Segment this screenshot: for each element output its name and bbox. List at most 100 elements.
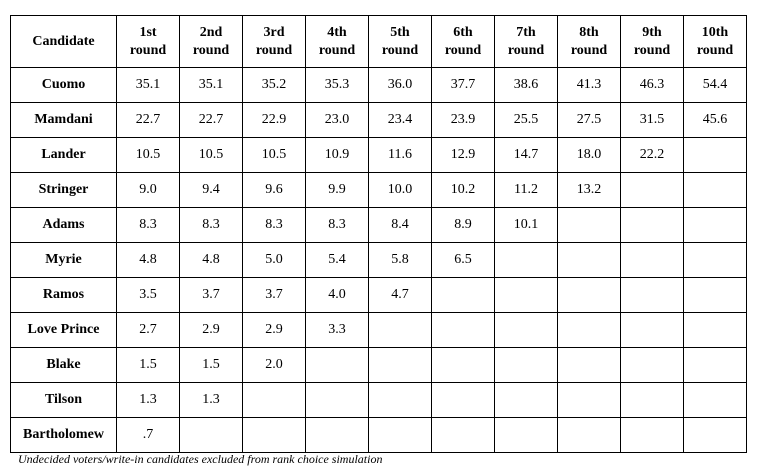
empty-cell <box>620 312 684 348</box>
header-text: Candidate <box>32 33 95 49</box>
value-cell: 18.0 <box>557 137 621 173</box>
empty-cell <box>431 382 495 418</box>
empty-cell <box>431 417 495 453</box>
table-row: Stringer 9.0 9.4 9.6 9.9 10.0 10.2 11.2 13.2 <box>10 172 747 208</box>
value-cell: 38.6 <box>494 67 558 103</box>
empty-cell <box>683 382 747 418</box>
empty-cell <box>620 242 684 278</box>
value-cell: 37.7 <box>431 67 495 103</box>
empty-cell <box>557 277 621 313</box>
empty-cell <box>494 242 558 278</box>
empty-cell <box>683 207 747 243</box>
header-cell: 9th round <box>620 15 684 68</box>
footnote: Undecided voters/write-in candidates exc… <box>18 452 383 466</box>
empty-cell <box>620 207 684 243</box>
value-cell: 1.3 <box>116 382 180 418</box>
value-cell: 45.6 <box>683 102 747 138</box>
results-table: Candidate 1st round 2nd round 3rd round 4th … <box>10 15 747 453</box>
header-cell: 7th round <box>494 15 558 68</box>
empty-cell <box>305 417 369 453</box>
value-cell: 23.4 <box>368 102 432 138</box>
empty-cell <box>242 417 306 453</box>
header-cell: 10th round <box>683 15 747 68</box>
empty-cell <box>683 137 747 173</box>
value-cell: 10.0 <box>368 172 432 208</box>
header-text: 6th round <box>444 24 482 58</box>
value-cell: 6.5 <box>431 242 495 278</box>
value-cell: 31.5 <box>620 102 684 138</box>
table-container: Candidate 1st round 2nd round 3rd round 4th … <box>10 15 747 453</box>
value-cell: 35.1 <box>116 67 180 103</box>
empty-cell <box>368 417 432 453</box>
candidate-name: Love Prince <box>10 312 117 348</box>
value-cell: 8.3 <box>305 207 369 243</box>
table-row: Tilson 1.3 1.3 <box>10 382 747 418</box>
value-cell: 22.2 <box>620 137 684 173</box>
value-cell: 4.7 <box>368 277 432 313</box>
empty-cell <box>431 312 495 348</box>
empty-cell <box>557 207 621 243</box>
value-cell: 9.9 <box>305 172 369 208</box>
header-text: 3rd round <box>255 24 293 58</box>
header-cell: 5th round <box>368 15 432 68</box>
candidate-name: Tilson <box>10 382 117 418</box>
table-row: Lander 10.5 10.5 10.5 10.9 11.6 12.9 14.7 18.0 22… <box>10 137 747 173</box>
value-cell: 2.9 <box>242 312 306 348</box>
value-cell: 10.5 <box>116 137 180 173</box>
value-cell: 11.2 <box>494 172 558 208</box>
value-cell: 22.7 <box>116 102 180 138</box>
empty-cell <box>557 382 621 418</box>
table-row: Adams 8.3 8.3 8.3 8.3 8.4 8.9 10.1 <box>10 207 747 243</box>
empty-cell <box>683 172 747 208</box>
candidate-name: Blake <box>10 347 117 383</box>
value-cell: 54.4 <box>683 67 747 103</box>
value-cell: 23.9 <box>431 102 495 138</box>
table-row: Cuomo 35.1 35.1 35.2 35.3 36.0 37.7 38.6 41.3 46.… <box>10 67 747 103</box>
header-cell: 6th round <box>431 15 495 68</box>
candidate-name: Bartholomew <box>10 417 117 453</box>
value-cell: 23.0 <box>305 102 369 138</box>
header-text: 8th round <box>570 24 608 58</box>
empty-cell <box>368 312 432 348</box>
value-cell: 4.0 <box>305 277 369 313</box>
value-cell: 10.5 <box>179 137 243 173</box>
table-row: Mamdani 22.7 22.7 22.9 23.0 23.4 23.9 25.5 27.5 3… <box>10 102 747 138</box>
empty-cell <box>683 312 747 348</box>
empty-cell <box>179 417 243 453</box>
value-cell: 9.0 <box>116 172 180 208</box>
header-text: 1st round <box>129 24 167 58</box>
empty-cell <box>368 347 432 383</box>
value-cell: 8.3 <box>179 207 243 243</box>
value-cell: 27.5 <box>557 102 621 138</box>
empty-cell <box>620 347 684 383</box>
value-cell: 22.7 <box>179 102 243 138</box>
header-cell: Candidate <box>10 15 117 68</box>
value-cell: 1.3 <box>179 382 243 418</box>
value-cell: 5.8 <box>368 242 432 278</box>
empty-cell <box>305 347 369 383</box>
value-cell: 9.4 <box>179 172 243 208</box>
value-cell: 4.8 <box>116 242 180 278</box>
value-cell: 10.1 <box>494 207 558 243</box>
header-text: 4th round <box>318 24 356 58</box>
empty-cell <box>494 382 558 418</box>
value-cell: 8.3 <box>116 207 180 243</box>
value-cell: 22.9 <box>242 102 306 138</box>
empty-cell <box>368 382 432 418</box>
header-text: 10th round <box>696 24 734 58</box>
value-cell: 3.7 <box>179 277 243 313</box>
value-cell: .7 <box>116 417 180 453</box>
empty-cell <box>557 417 621 453</box>
empty-cell <box>683 417 747 453</box>
value-cell: 8.4 <box>368 207 432 243</box>
value-cell: 8.9 <box>431 207 495 243</box>
empty-cell <box>557 347 621 383</box>
table-row: Bartholomew .7 <box>10 417 747 453</box>
header-text: 7th round <box>507 24 545 58</box>
value-cell: 41.3 <box>557 67 621 103</box>
empty-cell <box>683 242 747 278</box>
value-cell: 3.5 <box>116 277 180 313</box>
header-cell: 1st round <box>116 15 180 68</box>
candidate-name: Cuomo <box>10 67 117 103</box>
